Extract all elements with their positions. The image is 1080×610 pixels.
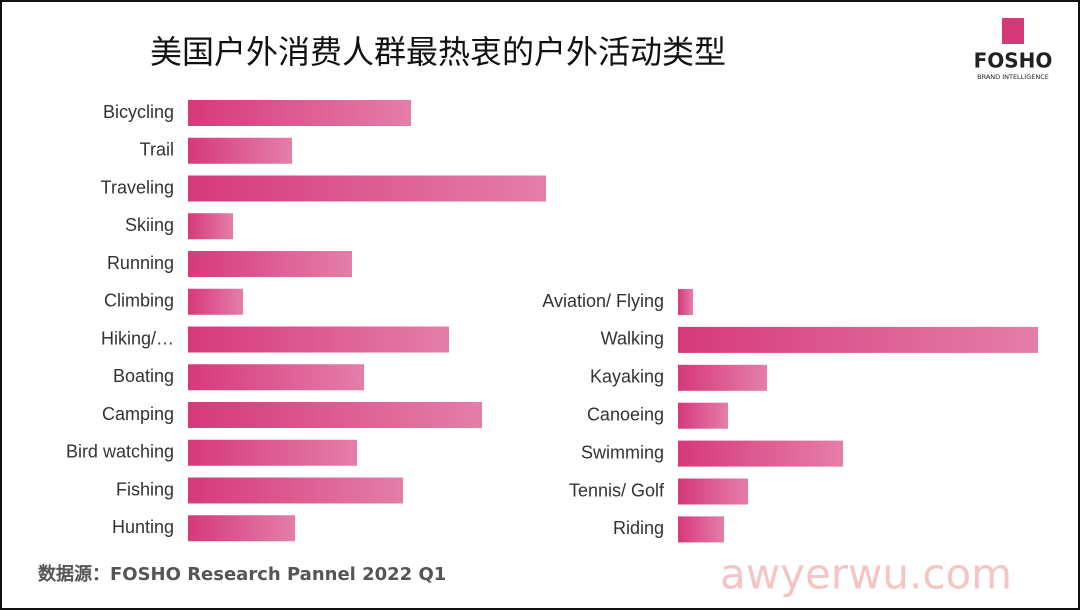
bar	[188, 251, 352, 277]
category-label: Camping	[102, 404, 174, 424]
category-label: Walking	[601, 329, 664, 349]
bar	[188, 477, 403, 504]
logo: FOSHO	[974, 49, 1053, 73]
bar	[188, 213, 233, 240]
bar	[678, 402, 728, 429]
category-label: Aviation/ Flying	[542, 291, 664, 311]
bar	[188, 137, 292, 164]
logo-icon	[1002, 18, 1024, 44]
category-label: Fishing	[116, 479, 174, 499]
category-label: Skiing	[125, 215, 174, 235]
bar	[188, 288, 243, 315]
bar	[188, 100, 411, 126]
bar	[678, 326, 1038, 353]
category-label: Hunting	[112, 517, 174, 537]
category-label: Running	[107, 253, 174, 273]
category-label: Hiking/…	[101, 328, 174, 348]
bar	[188, 326, 449, 353]
bar	[678, 364, 767, 391]
bar	[188, 439, 357, 466]
bar	[188, 402, 482, 428]
bar	[678, 478, 748, 505]
category-label: Trail	[140, 140, 174, 160]
bar	[188, 175, 546, 202]
category-label: Riding	[613, 518, 664, 538]
category-label: Boating	[113, 366, 174, 386]
logo-sub: BRAND INTELLIGENCE	[977, 73, 1049, 81]
title: 美国户外消费人群最热衷的户外活动类型	[150, 33, 726, 71]
category-label: Canoeing	[587, 404, 664, 424]
category-label: Swimming	[581, 442, 664, 462]
category-label: Bird watching	[66, 442, 174, 462]
bar	[678, 289, 693, 315]
source: 数据源：FOSHO Research Pannel 2022 Q1	[38, 563, 446, 585]
category-label: Traveling	[101, 177, 174, 197]
watermark: awyerwu.com	[720, 550, 1012, 599]
category-label: Bicycling	[103, 102, 174, 122]
bar	[188, 364, 364, 391]
category-label: Kayaking	[590, 367, 664, 387]
bar	[188, 515, 295, 542]
category-label: Climbing	[104, 291, 174, 311]
bar	[678, 440, 843, 467]
category-label: Tennis/ Golf	[569, 480, 665, 500]
bar	[678, 516, 724, 543]
